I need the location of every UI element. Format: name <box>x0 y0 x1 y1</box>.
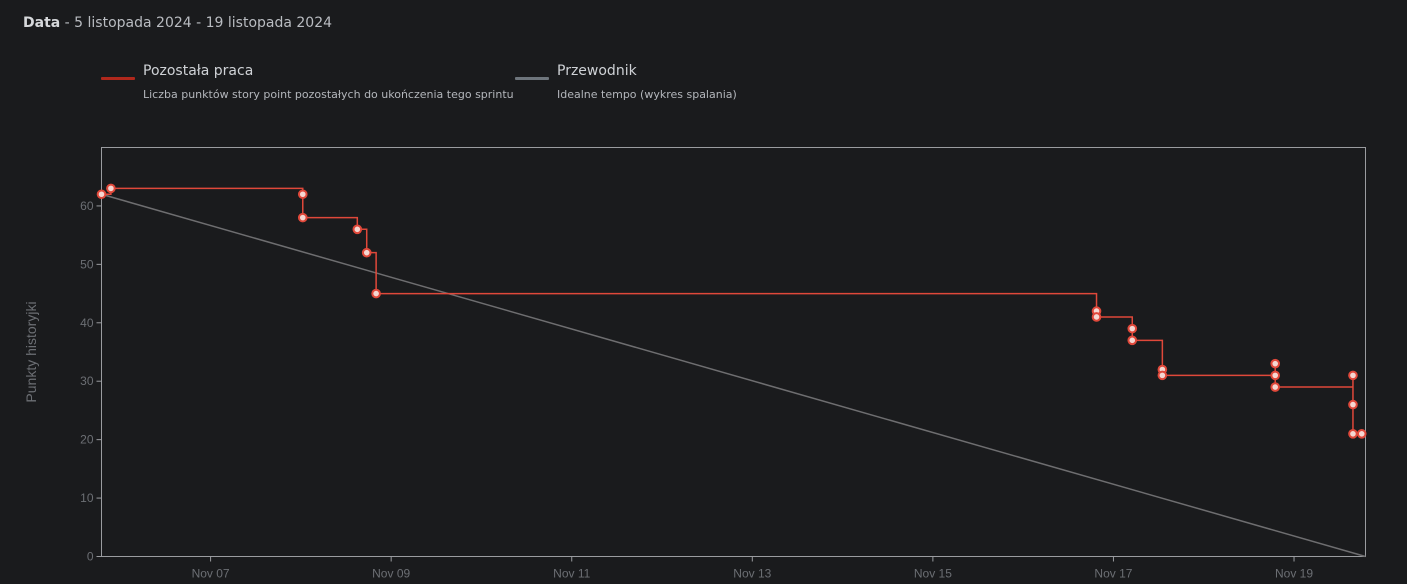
remaining-work-point <box>1348 370 1358 381</box>
remaining-work-point <box>96 189 107 200</box>
remaining-work-point <box>361 247 372 258</box>
date-separator: - <box>60 15 75 31</box>
x-tick-label: Nov 13 <box>733 567 771 581</box>
x-tick-label: Nov 17 <box>1094 567 1132 581</box>
x-tick-label: Nov 07 <box>192 567 230 581</box>
legend-title-guide: Przewodnik <box>557 63 637 79</box>
legend-title-remaining: Pozostała praca <box>143 63 254 79</box>
remaining-work-point <box>297 212 308 223</box>
remaining-work-point <box>1127 323 1138 334</box>
y-axis-label: Punkty historyjki <box>23 301 39 403</box>
y-tick-label: 10 <box>80 491 94 505</box>
date-range-value: 5 listopada 2024 - 19 listopada 2024 <box>74 15 333 31</box>
remaining-work-point <box>1091 312 1102 322</box>
remaining-work-point <box>1270 382 1281 392</box>
remaining-work-point <box>1127 335 1138 346</box>
x-tick-label: Nov 19 <box>1275 567 1313 581</box>
y-tick-label: 20 <box>80 433 94 447</box>
y-tick-label: 40 <box>80 316 94 330</box>
x-tick-label: Nov 15 <box>914 567 952 581</box>
y-tick-label: 0 <box>87 550 94 564</box>
remaining-work-point <box>297 189 308 200</box>
date-range: Data - 5 listopada 2024 - 19 listopada 2… <box>23 15 332 31</box>
remaining-work-point <box>1270 358 1281 369</box>
plot-frame <box>101 147 1366 557</box>
y-tick-label: 50 <box>80 257 94 271</box>
legend-swatch-guide <box>515 77 549 80</box>
remaining-work-point <box>1356 429 1367 439</box>
remaining-work-point <box>1348 429 1358 439</box>
legend-swatch-remaining <box>101 77 135 80</box>
x-tick-label: Nov 11 <box>553 567 590 581</box>
x-tick-label: Nov 09 <box>372 567 410 581</box>
remaining-work-point <box>1157 370 1168 381</box>
remaining-work-point <box>1348 399 1358 410</box>
remaining-work-line <box>101 187 1362 435</box>
y-tick-label: 30 <box>80 374 94 388</box>
legend-desc-guide: Idealne tempo (wykres spalania) <box>557 88 737 101</box>
y-tick-label: 60 <box>80 199 94 213</box>
guide-line <box>101 193 1366 558</box>
remaining-work-point <box>352 224 363 235</box>
remaining-work-point <box>1270 370 1281 381</box>
date-label: Data <box>23 15 61 31</box>
legend-desc-remaining: Liczba punktów story point pozostałych d… <box>143 88 514 101</box>
remaining-work-point <box>371 288 381 299</box>
remaining-work-point <box>106 183 116 194</box>
